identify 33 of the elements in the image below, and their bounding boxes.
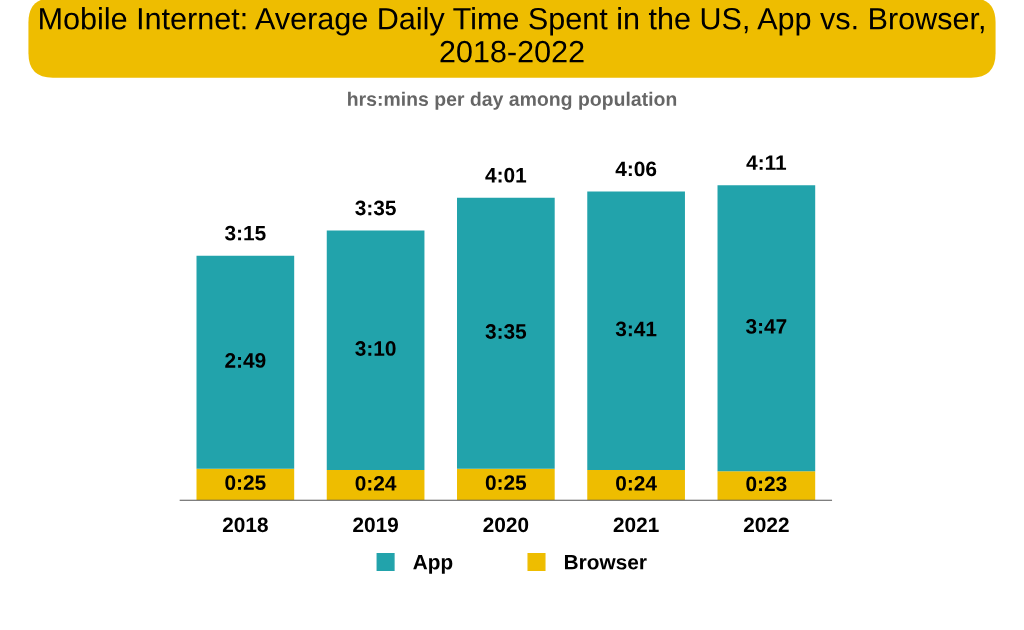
- chart-title: Mobile Internet: Average Daily Time Spent in the US, App vs. Browser, 2018-2022: [40, 7, 984, 63]
- bar: [717, 185, 816, 472]
- bar: [457, 197, 555, 469]
- bar: [587, 469, 685, 501]
- data-label: 2:49: [225, 353, 266, 368]
- total-label: 3:35: [355, 200, 396, 216]
- total-label: 4:01: [485, 167, 527, 183]
- bar: [717, 471, 816, 501]
- data-label: 3:10: [355, 341, 396, 356]
- total-label: 4:11: [746, 155, 787, 170]
- data-label: 0:24: [616, 475, 657, 491]
- bar: [457, 468, 555, 501]
- legend-label: App: [413, 555, 453, 574]
- x-tick-label: 2021: [613, 517, 659, 533]
- bar: [587, 191, 685, 470]
- x-tick-label: 2022: [743, 517, 789, 533]
- data-label: 3:47: [745, 319, 787, 334]
- legend-label: Browser: [564, 555, 647, 570]
- x-tick-label: 2020: [483, 517, 529, 533]
- data-label: 0:24: [355, 475, 397, 491]
- x-tick-label: 2019: [353, 517, 399, 533]
- x-tick-label: 2018: [222, 517, 268, 533]
- total-label: 3:15: [224, 225, 266, 241]
- data-label: 0:25: [225, 475, 266, 491]
- bar: [326, 230, 425, 470]
- data-label: 3:41: [615, 321, 657, 337]
- chart-subtitle: hrs:mins per day among population: [348, 91, 677, 110]
- data-label: 3:35: [485, 324, 527, 339]
- data-label: 0:25: [485, 475, 527, 491]
- bar: [196, 255, 295, 469]
- data-label: 0:23: [746, 476, 787, 492]
- total-label: 4:06: [615, 161, 657, 177]
- bar: [326, 469, 425, 501]
